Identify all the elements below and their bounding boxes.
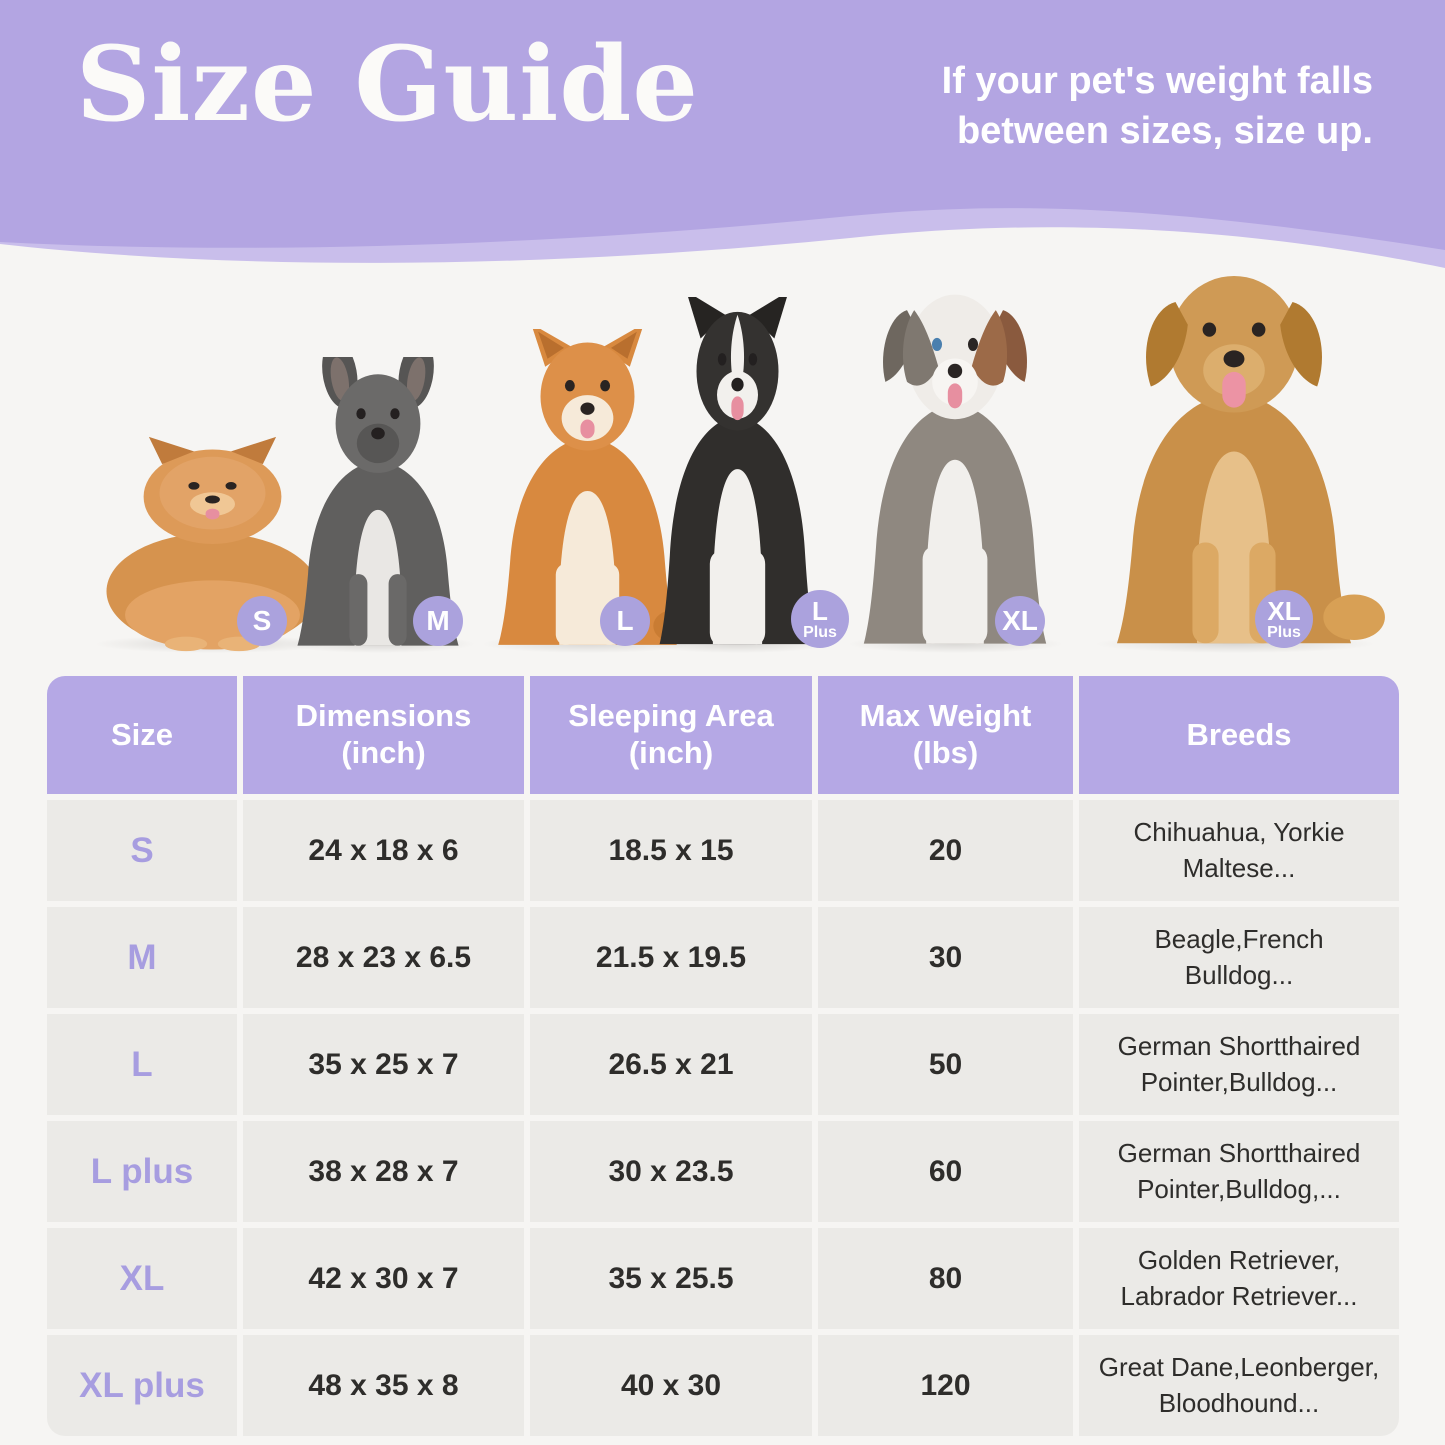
size-badge-m: M <box>413 596 463 646</box>
max-weight-cell: 20 <box>818 800 1073 901</box>
size-cell: M <box>47 907 237 1008</box>
max-weight-cell: 60 <box>818 1121 1073 1222</box>
breeds-cell: Golden Retriever, Labrador Retriever... <box>1079 1228 1399 1329</box>
dimensions-cell: 24 x 18 x 6 <box>243 800 524 901</box>
banner-wave-shape <box>0 0 1445 268</box>
sleeping-area-cell: 30 x 23.5 <box>530 1121 812 1222</box>
sizing-note: If your pet's weight falls between sizes… <box>941 60 1373 153</box>
header-banner: Size Guide If your pet's weight falls be… <box>0 0 1445 300</box>
size-cell: L <box>47 1014 237 1115</box>
size-badge-l-plus: L Plus <box>791 590 849 648</box>
sleeping-area-cell: 40 x 30 <box>530 1335 812 1436</box>
breeds-cell: German Shortthaired Pointer,Bulldog,... <box>1079 1121 1399 1222</box>
table-header-max-weight: Max Weight (lbs) <box>818 676 1073 794</box>
table-header-size: Size <box>47 676 237 794</box>
breeds-cell: Chihuahua, Yorkie Maltese... <box>1079 800 1399 901</box>
sleeping-area-cell: 18.5 x 15 <box>530 800 812 901</box>
size-cell: XL plus <box>47 1335 237 1436</box>
golden-retriever-dog-icon <box>1116 276 1385 644</box>
dimensions-cell: 42 x 30 x 7 <box>243 1228 524 1329</box>
max-weight-cell: 80 <box>818 1228 1073 1329</box>
dimensions-cell: 35 x 25 x 7 <box>243 1014 524 1115</box>
dimensions-cell: 28 x 23 x 6.5 <box>243 907 524 1008</box>
size-badge-s: S <box>237 596 287 646</box>
max-weight-cell: 120 <box>818 1335 1073 1436</box>
dogs-lineup: S M L L Plus XL XL Plus <box>0 255 1445 653</box>
size-cell: L plus <box>47 1121 237 1222</box>
size-badge-l: L <box>600 596 650 646</box>
dimensions-cell: 48 x 35 x 8 <box>243 1335 524 1436</box>
max-weight-cell: 30 <box>818 907 1073 1008</box>
size-badge-xl-plus: XL Plus <box>1255 590 1313 648</box>
size-cell: XL <box>47 1228 237 1329</box>
size-table: Size Dimensions (inch) Sleeping Area (in… <box>47 676 1399 1436</box>
breeds-cell: Beagle,French Bulldog... <box>1079 907 1399 1008</box>
border-collie-dog-icon <box>659 297 816 645</box>
table-header-dimensions: Dimensions (inch) <box>243 676 524 794</box>
sleeping-area-cell: 21.5 x 19.5 <box>530 907 812 1008</box>
table-header-breeds: Breeds <box>1079 676 1399 794</box>
australian-shepherd-dog-icon <box>863 294 1047 644</box>
size-badge-xl: XL <box>995 596 1045 646</box>
sleeping-area-cell: 35 x 25.5 <box>530 1228 812 1329</box>
max-weight-cell: 50 <box>818 1014 1073 1115</box>
size-cell: S <box>47 800 237 901</box>
breeds-cell: Great Dane,Leonberger, Bloodhound... <box>1079 1335 1399 1436</box>
breeds-cell: German Shortthaired Pointer,Bulldog... <box>1079 1014 1399 1115</box>
table-header-sleeping-area: Sleeping Area (inch) <box>530 676 812 794</box>
dimensions-cell: 38 x 28 x 7 <box>243 1121 524 1222</box>
french-bulldog-dog-icon <box>297 357 459 646</box>
page-title: Size Guide <box>76 24 699 145</box>
sleeping-area-cell: 26.5 x 21 <box>530 1014 812 1115</box>
